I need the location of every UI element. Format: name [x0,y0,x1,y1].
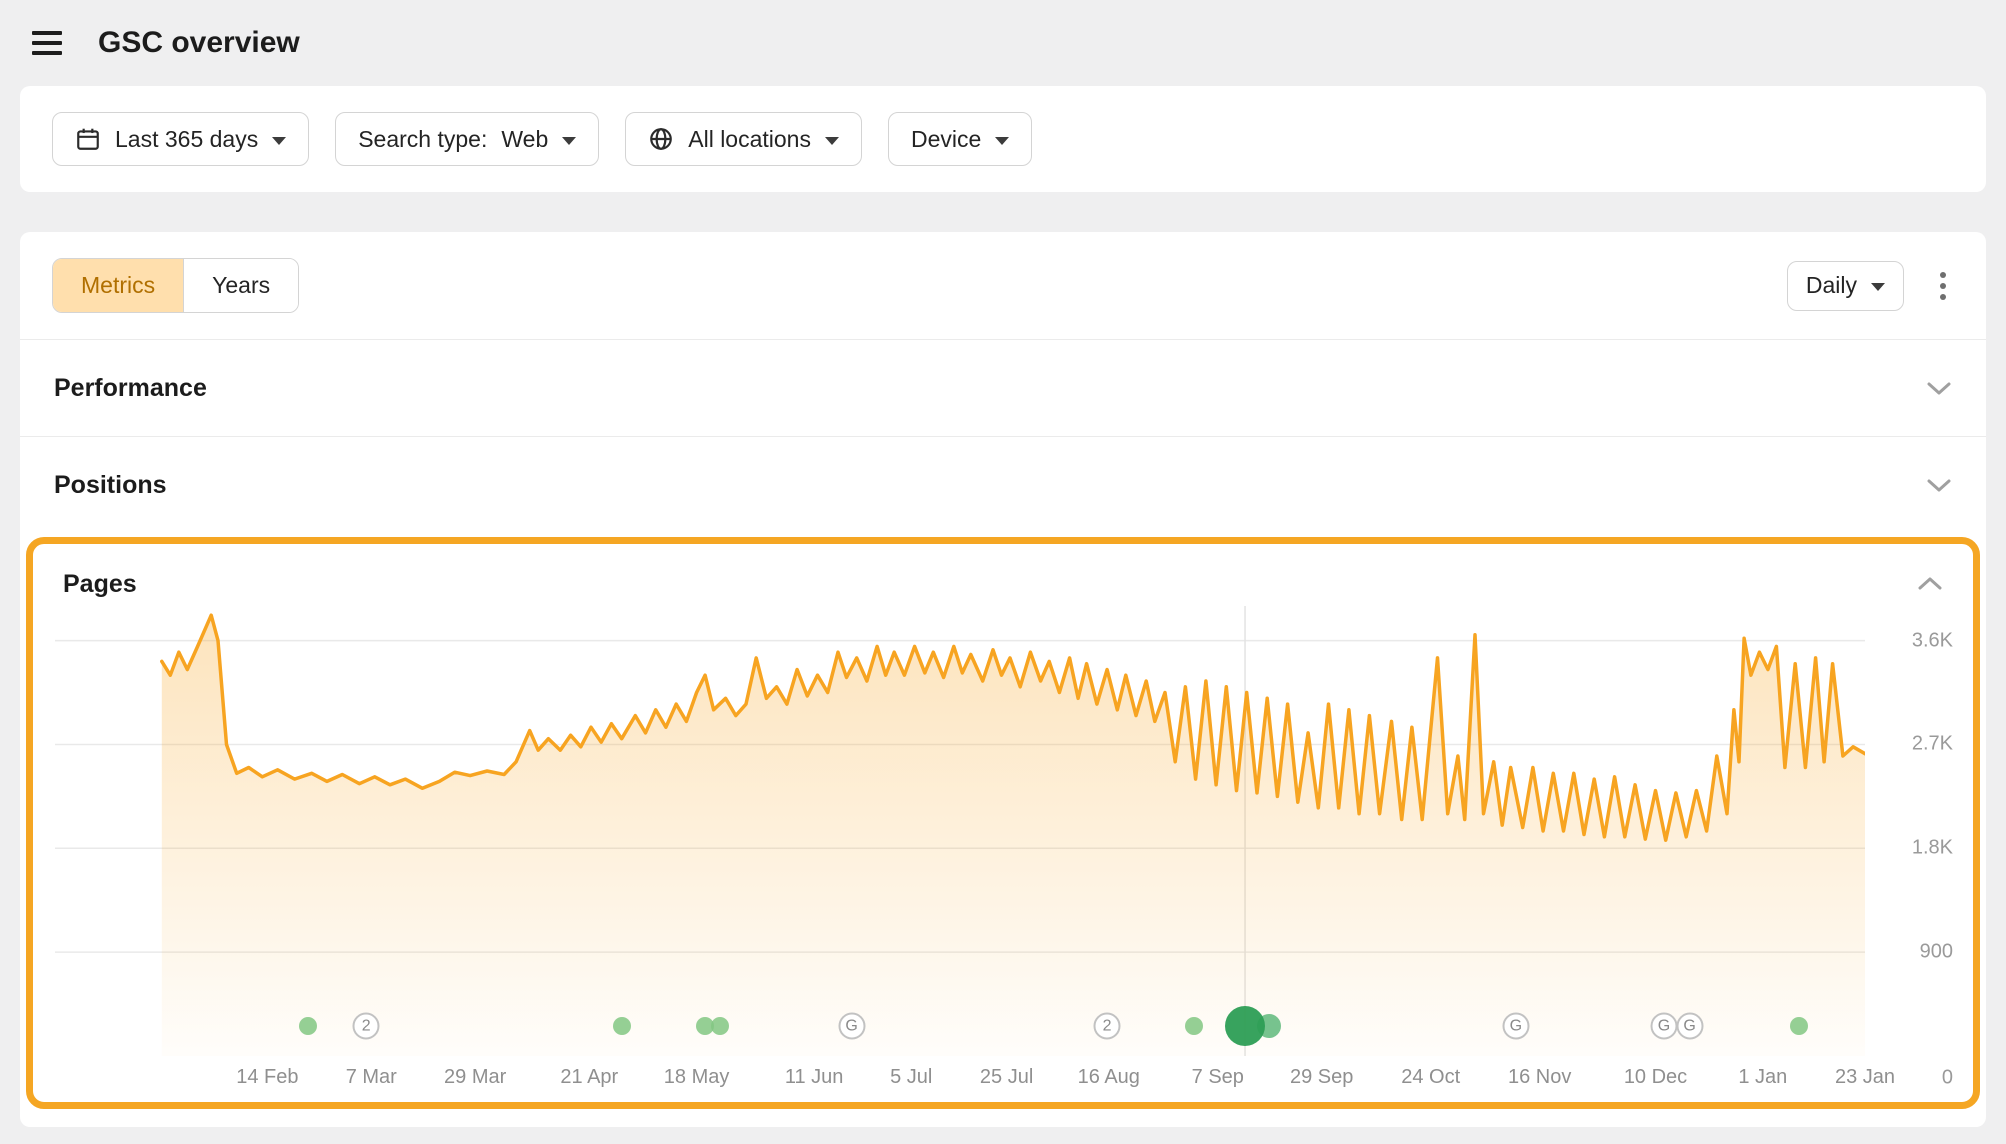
view-tabs: Metrics Years [52,258,300,313]
calendar-icon [75,126,101,152]
globe-icon [648,126,674,152]
chevron-down-icon [1871,283,1885,291]
chevron-down-icon [995,136,1010,145]
chevron-down-icon [824,136,839,145]
event-marker-badge[interactable]: G [838,1012,866,1040]
section-pages[interactable]: Pages [33,544,1973,606]
pages-chart-canvas [55,606,1865,1056]
pages-x-axis: 14 Feb 7 Mar 29 Mar 21 Apr 18 May 11 Jun 5 Jul… [55,1056,1895,1102]
event-marker-dot[interactable] [612,1017,631,1035]
section-performance-title: Performance [54,374,207,402]
page-title: GSC overview [98,26,300,59]
y-axis-label: 1.8K [1911,836,1953,859]
tab-metrics[interactable]: Metrics [53,259,184,312]
event-marker-dot-big[interactable] [1225,1006,1266,1046]
tab-years[interactable]: Years [183,259,299,312]
event-marker-badge[interactable]: G [1650,1012,1678,1040]
event-marker-dot[interactable] [711,1017,730,1035]
x-axis-label: 5 Jul [890,1066,933,1088]
overview-panel: Metrics Years Daily Performance Position… [20,232,1986,1127]
event-marker-dot[interactable] [1789,1017,1808,1035]
chevron-down-icon [1926,477,1952,493]
x-axis-label: 18 May [663,1066,730,1088]
search-type-button[interactable]: Search type: Web [335,112,600,166]
menu-icon[interactable] [28,27,66,59]
y-axis-label: 3.6K [1911,629,1953,652]
x-axis-label: 21 Apr [560,1066,619,1088]
event-marker-badge[interactable]: G [1676,1012,1704,1040]
x-axis-label: 25 Jul [979,1066,1034,1088]
search-type-value: Web [501,125,549,152]
x-axis-label: 14 Feb [236,1066,299,1088]
search-type-label: Search type: [358,125,488,152]
event-marker-dot[interactable] [299,1017,318,1035]
chevron-down-icon [272,136,287,145]
y-axis-label: 900 [1919,940,1953,963]
x-axis-label: 29 Sep [1289,1066,1354,1088]
section-positions-title: Positions [54,471,167,499]
event-marker-badge[interactable]: 2 [352,1012,380,1040]
date-range-label: Last 365 days [115,125,259,152]
device-label: Device [910,125,982,152]
x-axis-label: 16 Nov [1507,1066,1572,1088]
x-axis-label: 23 Jan [1834,1066,1896,1088]
event-marker-badge[interactable]: G [1502,1012,1530,1040]
chevron-down-icon [562,136,577,145]
filters-toolbar: Last 365 days Search type: Web All locat… [20,86,1986,192]
granularity-label: Daily [1805,272,1857,298]
y-axis-label: 2.7K [1911,732,1953,755]
locations-button[interactable]: All locations [625,112,862,166]
x-axis-label: 10 Dec [1623,1066,1688,1088]
section-pages-title: Pages [63,570,137,598]
event-marker-badge[interactable]: 2 [1093,1012,1121,1040]
locations-label: All locations [688,125,811,152]
y-axis-label: 0 [1941,1066,1953,1089]
x-axis-label: 29 Mar [444,1066,507,1088]
panel-toolbar: Metrics Years Daily [20,232,1986,339]
chevron-up-icon [1917,576,1943,592]
date-range-button[interactable]: Last 365 days [52,112,310,166]
event-marker-dot[interactable] [696,1017,715,1035]
x-axis-label: 7 Mar [345,1066,397,1088]
device-button[interactable]: Device [887,112,1033,166]
x-axis-label: 24 Oct [1401,1066,1461,1088]
section-positions[interactable]: Positions [20,436,1986,533]
x-axis-label: 16 Aug [1077,1066,1140,1088]
more-options-icon[interactable] [1932,264,1954,308]
x-axis-label: 1 Jan [1738,1066,1788,1088]
section-performance[interactable]: Performance [20,339,1986,436]
chevron-down-icon [1926,380,1952,396]
event-marker-dot[interactable] [1184,1017,1203,1035]
x-axis-label: 7 Sep [1191,1066,1244,1088]
pages-y-axis: 3.6K 2.7K 1.8K 900 0 [1865,606,1969,1088]
granularity-button[interactable]: Daily [1786,260,1904,311]
x-axis-label: 11 Jun [784,1066,844,1088]
app-header: GSC overview [0,0,2006,86]
